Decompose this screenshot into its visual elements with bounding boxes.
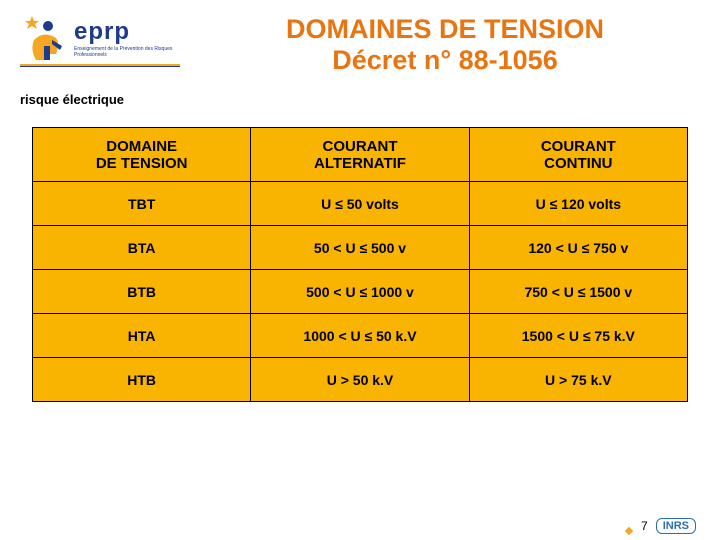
logo-subtext: Enseignement de la Prévention des Risque… — [74, 46, 190, 58]
page-title: DOMAINES DE TENSION Décret n° 88-1056 — [190, 12, 700, 76]
table-cell: HTA — [33, 314, 251, 358]
footer: 7 INRS — [625, 518, 696, 534]
table-row: TBTU ≤ 50 voltsU ≤ 120 volts — [33, 182, 688, 226]
table-cell: 500 < U ≤ 1000 v — [251, 270, 469, 314]
table-row: HTBU > 50 k.VU > 75 k.V — [33, 358, 688, 402]
bullet-icon — [625, 522, 633, 530]
table-cell: 1500 < U ≤ 75 k.V — [469, 314, 687, 358]
table-row: HTA1000 < U ≤ 50 k.V1500 < U ≤ 75 k.V — [33, 314, 688, 358]
table-cell: 120 < U ≤ 750 v — [469, 226, 687, 270]
col-alternatif: COURANTALTERNATIF — [251, 128, 469, 182]
person-star-icon — [22, 16, 66, 60]
table-cell: 750 < U ≤ 1500 v — [469, 270, 687, 314]
logo-underline — [20, 64, 180, 67]
table-cell: BTA — [33, 226, 251, 270]
col-domaine: DOMAINEDE TENSION — [33, 128, 251, 182]
table-cell: 50 < U ≤ 500 v — [251, 226, 469, 270]
title-line1: DOMAINES DE TENSION — [190, 14, 700, 45]
logo-text: eprp — [74, 18, 130, 46]
inrs-badge: INRS — [656, 518, 696, 534]
table-cell: U ≤ 120 volts — [469, 182, 687, 226]
table-cell: 1000 < U ≤ 50 k.V — [251, 314, 469, 358]
tension-table: DOMAINEDE TENSION COURANTALTERNATIF COUR… — [32, 127, 688, 402]
table-row: BTA50 < U ≤ 500 v120 < U ≤ 750 v — [33, 226, 688, 270]
table-cell: TBT — [33, 182, 251, 226]
col-continu: COURANTCONTINU — [469, 128, 687, 182]
page-number: 7 — [641, 519, 648, 533]
table-cell: BTB — [33, 270, 251, 314]
logo: eprp Enseignement de la Prévention des R… — [20, 12, 190, 70]
table-cell: U ≤ 50 volts — [251, 182, 469, 226]
table-row: BTB500 < U ≤ 1000 v750 < U ≤ 1500 v — [33, 270, 688, 314]
table-cell: HTB — [33, 358, 251, 402]
table-cell: U > 75 k.V — [469, 358, 687, 402]
table-cell: U > 50 k.V — [251, 358, 469, 402]
title-line2: Décret n° 88-1056 — [190, 45, 700, 76]
subtitle: risque électrique — [0, 80, 720, 107]
